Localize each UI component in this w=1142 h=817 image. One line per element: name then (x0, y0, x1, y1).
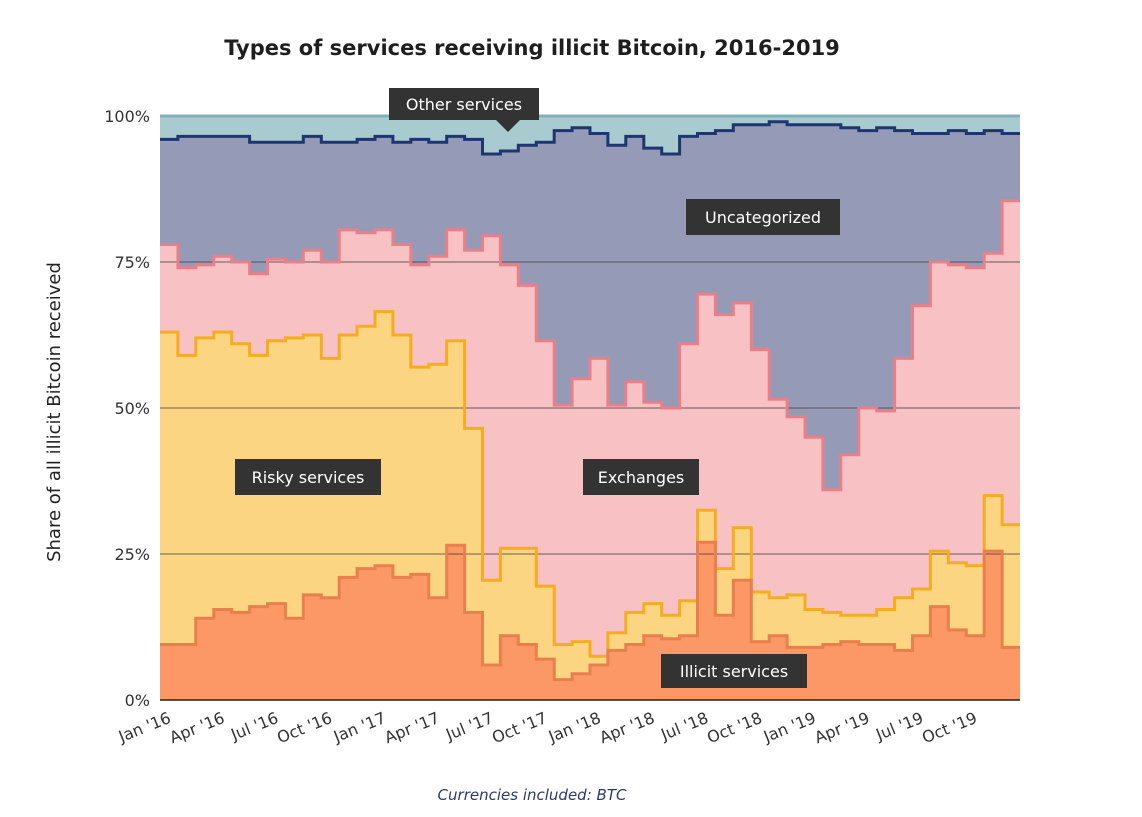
x-tick-label: Jan '19 (760, 708, 819, 746)
y-tick-label: 50% (114, 399, 150, 418)
annotation-exchanges: Exchanges (583, 459, 699, 495)
x-tick-label: Jul '16 (227, 708, 281, 744)
footnote: Currencies included: BTC (438, 786, 627, 804)
y-tick-label: 25% (114, 545, 150, 564)
annotation-label: Exchanges (598, 468, 685, 487)
annotation-box (235, 459, 381, 495)
chart-title: Types of services receiving illicit Bitc… (224, 36, 840, 60)
annotation-risky-services: Risky services (235, 459, 381, 495)
y-axis-label: Share of all illicit Bitcoin received (44, 262, 65, 562)
x-tick-label: Jul '17 (442, 708, 496, 744)
annotation-pointer (496, 120, 520, 132)
x-tick-label: Jan '18 (545, 708, 604, 746)
annotation-box (389, 88, 539, 120)
y-tick-labels: 0% 25% 50% 75% 100% (104, 107, 150, 710)
annotation-illicit-services: Illicit services (661, 654, 807, 688)
annotation-box (661, 654, 807, 688)
y-tick-label: 0% (125, 691, 150, 710)
line-risky-services (160, 310, 1020, 658)
x-tick-label: Oct '19 (919, 708, 979, 747)
x-tick-label: Apr '18 (597, 708, 657, 747)
x-tick-label: Apr '19 (812, 708, 872, 747)
line-uncategorized (160, 120, 1020, 156)
x-tick-label: Jan '16 (115, 708, 174, 746)
x-tick-label: Oct '16 (274, 708, 334, 747)
annotation-label: Risky services (252, 468, 365, 487)
y-tick-label: 75% (114, 253, 150, 272)
x-tick-label: Oct '17 (489, 708, 549, 747)
annotations: Other services Uncategorized Risky service… (235, 88, 840, 688)
annotation-label: Illicit services (680, 662, 788, 681)
x-tick-label: Apr '16 (167, 708, 227, 747)
y-tick-label: 100% (104, 107, 150, 126)
annotation-label: Uncategorized (705, 208, 821, 227)
x-tick-label: Oct '18 (704, 708, 764, 747)
annotation-other-services: Other services (389, 88, 539, 132)
line-illicit-services (160, 540, 1020, 682)
line-exchanges (160, 199, 1020, 492)
annotation-box (583, 459, 699, 495)
x-tick-label: Jan '17 (330, 708, 389, 746)
x-tick-label: Apr '17 (382, 708, 442, 747)
annotation-uncategorized: Uncategorized (686, 199, 840, 235)
annotation-label: Other services (406, 95, 522, 114)
x-tick-label: Jul '19 (872, 708, 926, 744)
x-tick-label: Jul '18 (657, 708, 711, 744)
annotation-box (686, 199, 840, 235)
series-lines (160, 114, 1020, 682)
